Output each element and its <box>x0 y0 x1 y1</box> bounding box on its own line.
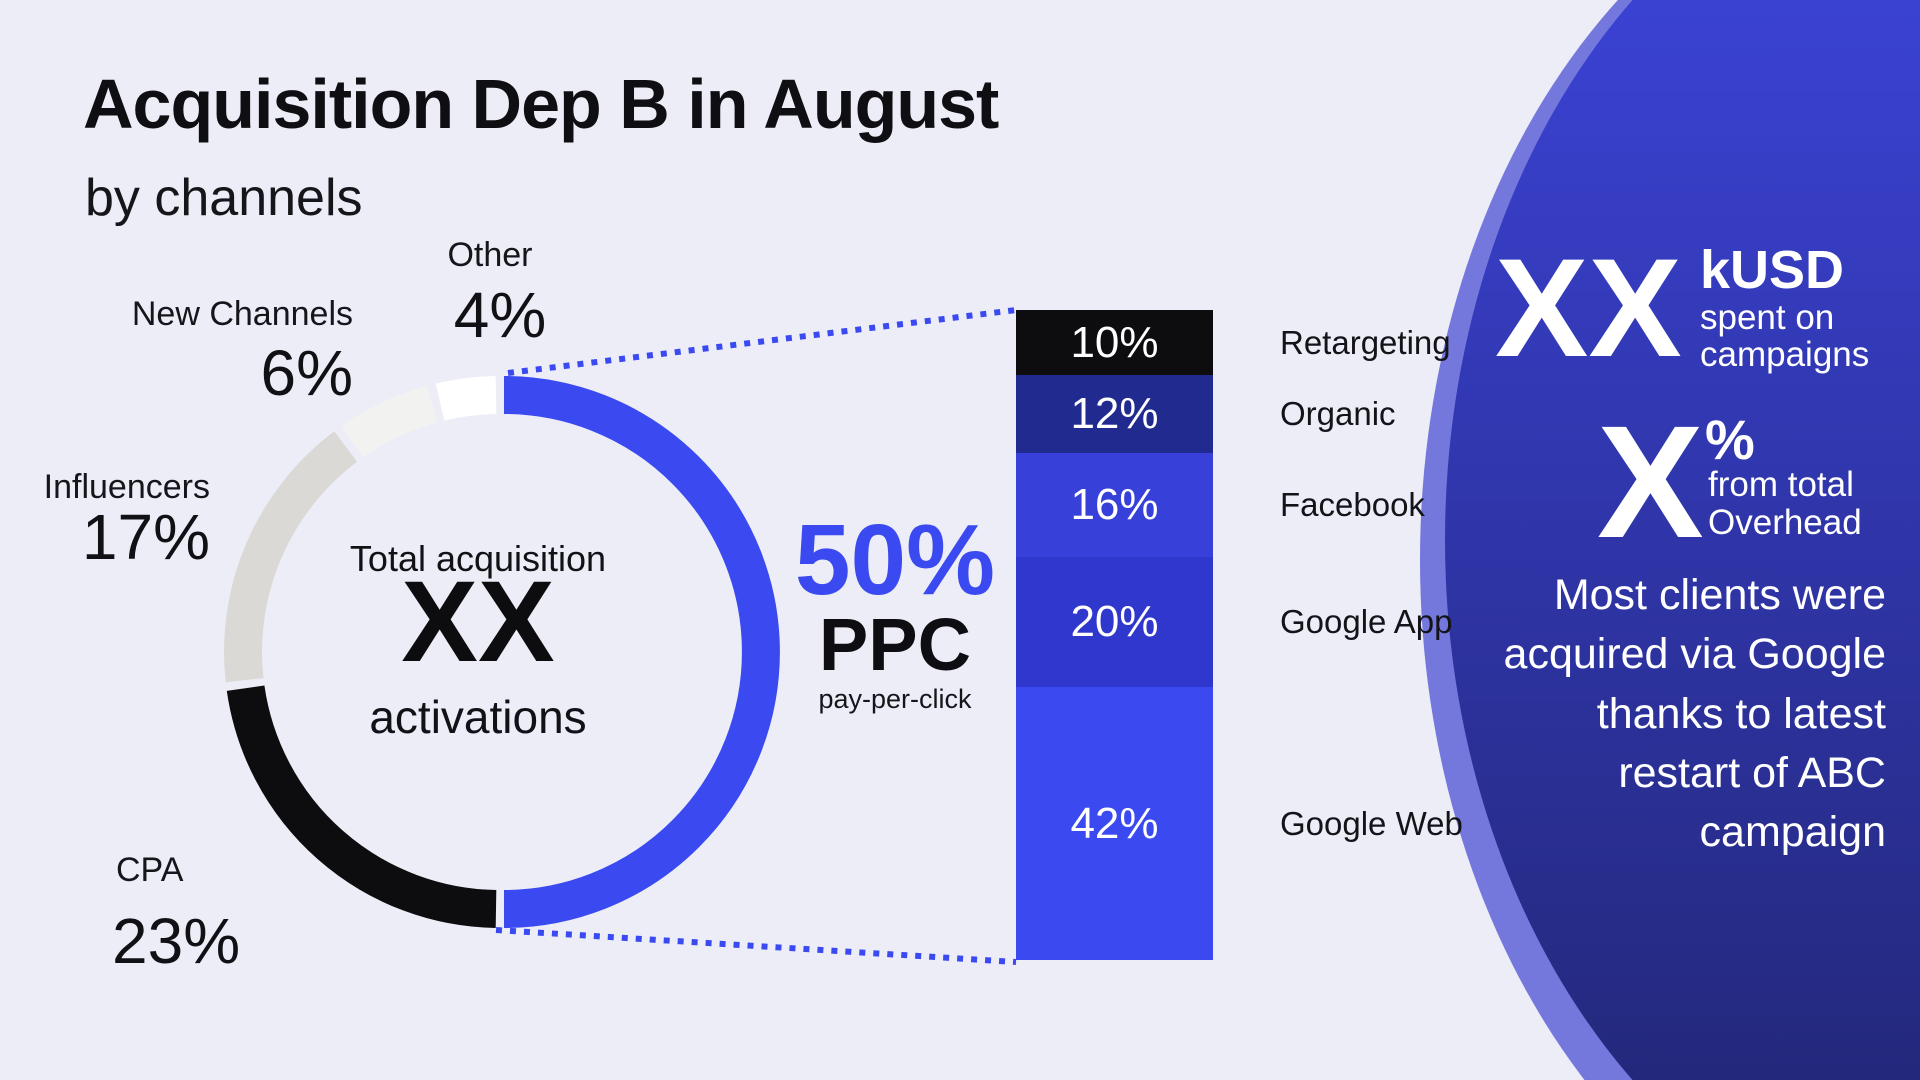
panel-note: Most clients were acquired via Google th… <box>1503 571 1886 857</box>
donut-center-caption: Total acquisition <box>349 538 607 579</box>
panel-stat-overhead-unit: % <box>1705 408 1755 471</box>
callout-influencers-label: Influencers <box>43 468 210 506</box>
donut-segment-other <box>435 376 497 421</box>
bar-segment-label: Google Web <box>1280 804 1463 842</box>
ppc-bar-labels: Retargeting Organic Facebook Google App Goog… <box>1280 310 1600 960</box>
bar-segment-google-web: 42% <box>1016 687 1213 960</box>
page-subtitle: by channels <box>85 169 363 227</box>
bar-segment-value: 42% <box>1070 798 1159 848</box>
ppc-percent: 50% <box>794 504 996 616</box>
bar-segment-label: Retargeting <box>1280 323 1451 361</box>
ppc-dotted-line-top <box>507 307 1017 376</box>
callout-cpa-label: CPA <box>116 851 184 889</box>
bar-segment-label: Organic <box>1280 395 1396 432</box>
callout-influencers-value: 17% <box>81 501 210 573</box>
ppc-stacked-bar: 10% 12% 16% 20% 42% <box>1016 310 1213 960</box>
donut-center-total: XX <box>401 558 555 686</box>
bar-segment-label: Google App <box>1280 603 1453 640</box>
bar-segment-label: Facebook <box>1280 486 1425 523</box>
ppc-label: PPC <box>818 603 972 686</box>
bar-segment-value: 16% <box>1070 480 1159 529</box>
donut-center-unit: activations <box>369 691 587 743</box>
ppc-dotted-line-bottom <box>495 927 1017 965</box>
panel-stat-overhead-caption-2: Overhead <box>1708 503 1862 542</box>
bar-segment-retargeting: 10% <box>1016 310 1213 375</box>
panel-stat-overhead-caption-1: from total <box>1708 465 1854 504</box>
donut-segment-new-channels <box>341 385 438 458</box>
callout-new-channels-label: New Channels <box>131 295 353 333</box>
donut-segment-influencers <box>224 431 358 683</box>
donut-segment-cpa <box>226 685 497 928</box>
donut-chart <box>224 376 780 928</box>
bar-segment-organic: 12% <box>1016 375 1213 453</box>
callout-other-label: Other <box>447 236 533 274</box>
donut-segment-ppc <box>503 376 780 928</box>
panel-stat-spend-caption-1: spent on <box>1700 298 1835 337</box>
callout-cpa-value: 23% <box>112 905 241 977</box>
bar-segment-value: 20% <box>1070 597 1159 646</box>
bar-segment-facebook: 16% <box>1016 453 1213 557</box>
bar-segment-value: 10% <box>1070 317 1159 367</box>
panel-ellipse <box>1445 0 1920 1080</box>
panel-stat-spend-value: XX <box>1495 229 1682 386</box>
bar-segment-value: 12% <box>1070 389 1159 438</box>
panel-stat-spend-caption-2: campaigns <box>1700 335 1870 374</box>
page-title: Acquisition Dep B in August <box>83 65 999 143</box>
callout-other-value: 4% <box>453 279 547 351</box>
ppc-sublabel: pay-per-click <box>818 684 972 714</box>
callout-new-channels-value: 6% <box>260 337 354 409</box>
bar-segment-google-app: 20% <box>1016 557 1213 687</box>
panel-stat-spend-unit: kUSD <box>1700 240 1845 300</box>
panel-stat-overhead-value: X <box>1597 392 1704 571</box>
